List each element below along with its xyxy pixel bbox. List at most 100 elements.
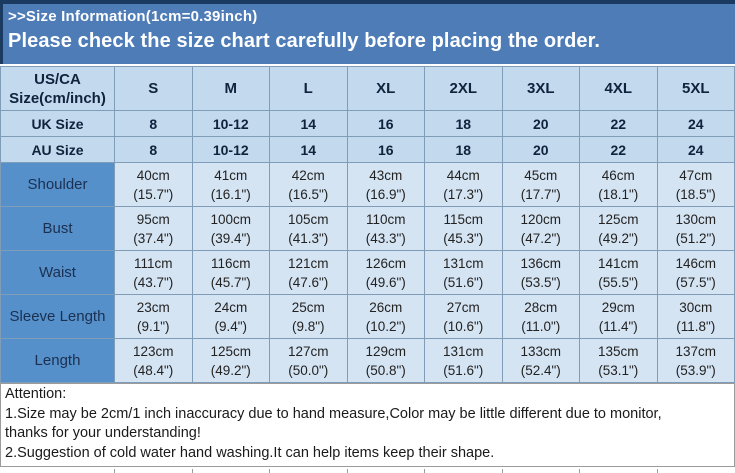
measurement-cm-value: 131cm (442, 255, 484, 271)
size-column-header: 3XL (501, 66, 580, 111)
measurement-cm-value: 131cm (442, 343, 484, 359)
size-column-header: XL (346, 66, 425, 111)
measurement-cm-value: 111cm (133, 255, 173, 271)
measurement-cm-value: 127cm (287, 343, 329, 359)
measurement-inch-value: (11.0") (521, 318, 561, 334)
measurement-cm-value: 123cm (132, 343, 174, 359)
tick-mark (192, 469, 193, 473)
measurement-cm-value: 47cm (679, 167, 713, 183)
measurement-value-cell: 116cm (45.7") (191, 250, 270, 295)
measurement-cm-value: 129cm (365, 343, 407, 359)
measurement-cm-value: 125cm (210, 343, 252, 359)
shoulder-row: Shoulder 40cm (15.7") 41cm (16.1") 42cm (16.5"… (0, 162, 735, 207)
measurement-cm-value: 105cm (287, 211, 329, 227)
size-value-cell: 24 (656, 110, 735, 137)
measurement-cm-value: 45cm (524, 167, 558, 183)
measurement-value-cell: 126cm (49.6") (346, 250, 425, 295)
size-column-header: M (191, 66, 270, 111)
measurement-value-cell: 110cm (43.3") (346, 206, 425, 251)
measurement-cm-value: 27cm (446, 299, 480, 315)
measurement-cm-value: 125cm (597, 211, 639, 227)
measurement-value-cell: 120cm (47.2") (501, 206, 580, 251)
size-column-header: L (269, 66, 348, 111)
length-row: Length 123cm (48.4") 125cm (49.2") 127cm (50.0… (0, 338, 735, 383)
measurement-value-cell: 127cm (50.0") (269, 338, 348, 383)
measurement-value-cell: 44cm (17.3") (424, 162, 503, 207)
measurement-inch-value: (11.4") (598, 318, 638, 334)
measurement-value-cell: 30cm (11.8") (656, 294, 735, 339)
measurement-cm-value: 44cm (446, 167, 480, 183)
measurement-inch-value: (50.8") (365, 362, 406, 378)
measurement-cm-value: 120cm (520, 211, 562, 227)
measurement-value-cell: 23cm (9.1") (114, 294, 193, 339)
measurement-value-cell: 131cm (51.6") (424, 338, 503, 383)
measurement-row-label: Length (0, 338, 115, 383)
measurement-value-cell: 100cm (39.4") (191, 206, 270, 251)
measurement-cm-value: 30cm (679, 299, 713, 315)
size-column-header: 2XL (424, 66, 503, 111)
attention-line-1: 1.Size may be 2cm/1 inch inaccuracy due … (5, 405, 662, 422)
measurement-cm-value: 115cm (443, 211, 484, 227)
corner-header: US/CA Size(cm/inch) (0, 66, 115, 111)
tick-mark (114, 469, 115, 473)
measurement-inch-value: (17.7") (520, 186, 561, 202)
measurement-cm-value: 126cm (365, 255, 407, 271)
measurement-cm-value: 121cm (287, 255, 329, 271)
measurement-cm-value: 141cm (597, 255, 639, 271)
measurement-cm-value: 42cm (291, 167, 325, 183)
waist-row: Waist 111cm (43.7") 116cm (45.7") 121cm (47.6"… (0, 250, 735, 295)
measurement-cm-value: 41cm (214, 167, 248, 183)
measurement-cm-value: 29cm (601, 299, 635, 315)
attention-line-2: thanks for your understanding! (5, 425, 201, 441)
attention-notes: Attention: 1.Size may be 2cm/1 inch inac… (0, 383, 735, 467)
attention-heading: Attention: (5, 386, 67, 402)
size-chart-table: US/CA Size(cm/inch) S M L XL 2XL 3XL 4XL 5XL UK… (0, 66, 735, 383)
measurement-inch-value: (49.6") (365, 274, 406, 290)
measurement-inch-value: (48.4") (133, 362, 174, 378)
size-column-header: S (114, 66, 193, 111)
measurement-value-cell: 131cm (51.6") (424, 250, 503, 295)
measurement-value-cell: 40cm (15.7") (114, 162, 193, 207)
measurement-value-cell: 95cm (37.4") (114, 206, 193, 251)
tick-mark (347, 469, 348, 473)
size-value-cell: 24 (656, 136, 735, 163)
size-value-cell: 20 (501, 136, 580, 163)
measurement-value-cell: 121cm (47.6") (269, 250, 348, 295)
measurement-value-cell: 137cm (53.9") (656, 338, 735, 383)
measurement-inch-value: (18.1") (598, 186, 639, 202)
measurement-row-label: Bust (0, 206, 115, 251)
measurement-row-label: Shoulder (0, 162, 115, 207)
measurement-cm-value: 23cm (136, 299, 170, 315)
measurement-cm-value: 40cm (136, 167, 170, 183)
measurement-inch-value: (9.8") (291, 318, 325, 334)
size-row-label: UK Size (0, 110, 115, 137)
sleeve-length-row: Sleeve Length 23cm (9.1") 24cm (9.4") 25cm (9.… (0, 294, 735, 339)
measurement-value-cell: 125cm (49.2") (191, 338, 270, 383)
size-value-cell: 16 (346, 110, 425, 137)
size-value-cell: 22 (579, 136, 658, 163)
measurement-value-cell: 26cm (10.2") (346, 294, 425, 339)
measurement-inch-value: (11.8") (676, 318, 716, 334)
measurement-inch-value: (9.1") (136, 318, 170, 334)
measurement-inch-value: (16.5") (288, 186, 329, 202)
measurement-value-cell: 105cm (41.3") (269, 206, 348, 251)
size-value-cell: 20 (501, 110, 580, 137)
measurement-inch-value: (49.2") (598, 230, 639, 246)
measurement-value-cell: 130cm (51.2") (656, 206, 735, 251)
measurement-row-label: Sleeve Length (0, 294, 115, 339)
measurement-inch-value: (53.9") (675, 362, 716, 378)
measurement-inch-value: (51.2") (675, 230, 716, 246)
measurement-value-cell: 129cm (50.8") (346, 338, 425, 383)
measurement-inch-value: (41.3") (288, 230, 329, 246)
measurement-cm-value: 100cm (210, 211, 252, 227)
measurement-inch-value: (16.1") (210, 186, 251, 202)
page-subtitle: Please check the size chart carefully be… (8, 30, 601, 52)
measurement-inch-value: (17.3") (443, 186, 484, 202)
size-value-cell: 14 (269, 136, 348, 163)
measurement-inch-value: (43.3") (365, 230, 406, 246)
measurement-row-label: Waist (0, 250, 115, 295)
size-value-cell: 10-12 (191, 110, 270, 137)
measurement-value-cell: 25cm (9.8") (269, 294, 348, 339)
size-row-label: AU Size (0, 136, 115, 163)
measurement-value-cell: 135cm (53.1") (579, 338, 658, 383)
